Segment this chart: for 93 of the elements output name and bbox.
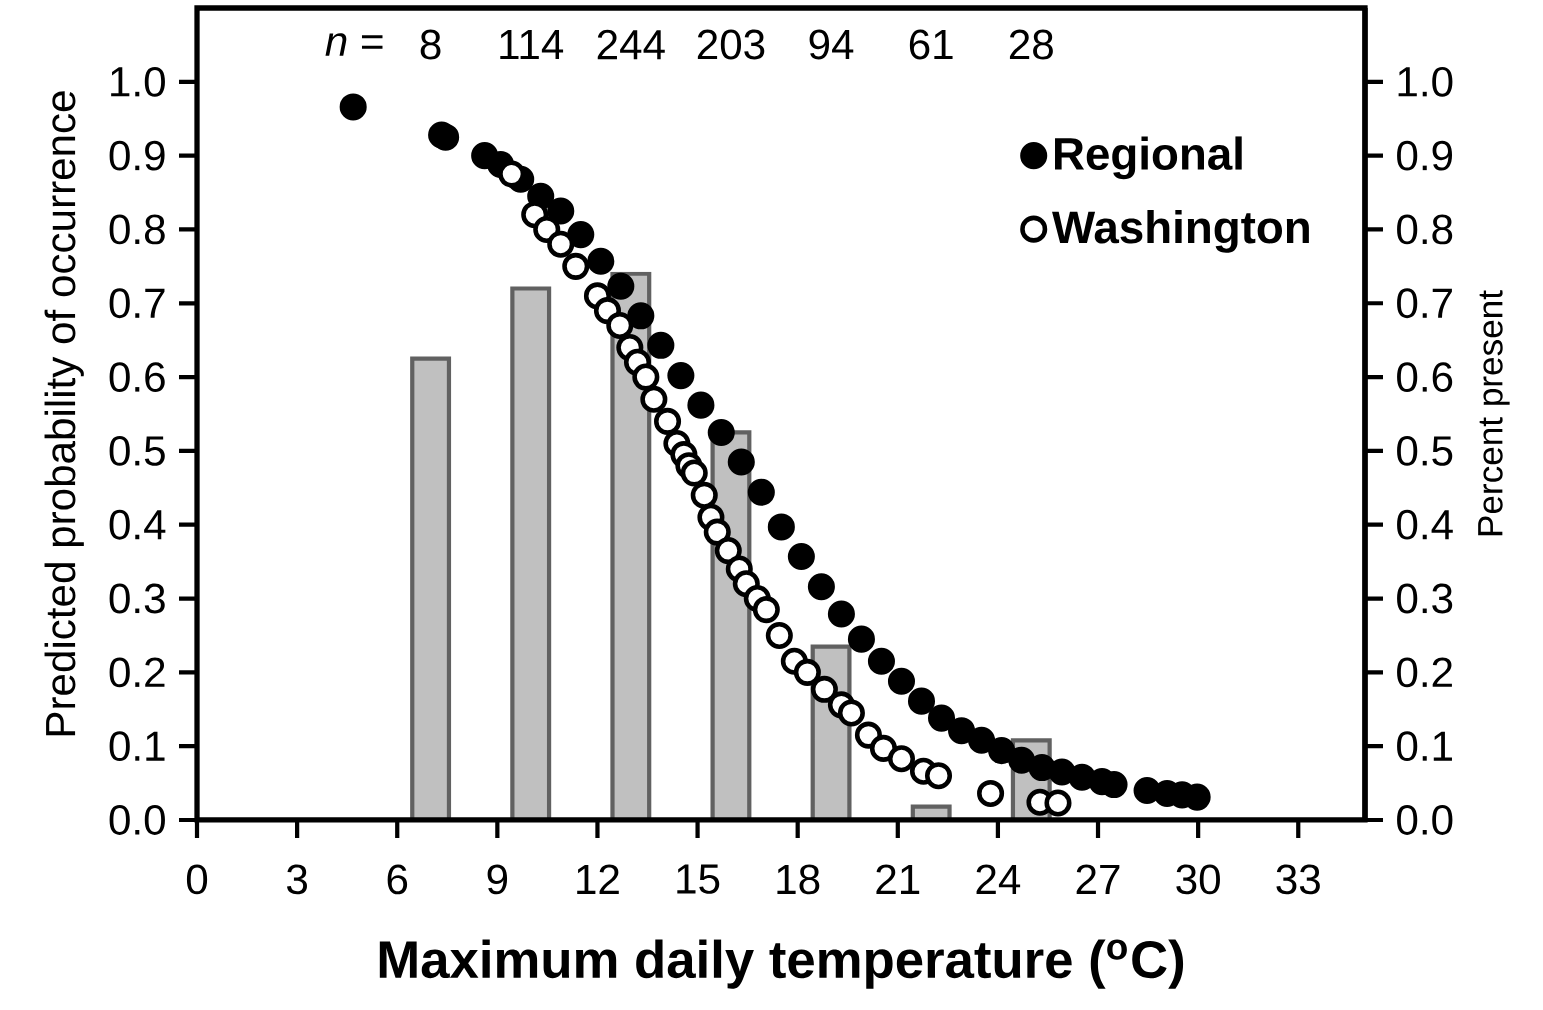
- point: [607, 272, 635, 300]
- point: [647, 331, 675, 359]
- point: [807, 573, 835, 601]
- point: [727, 448, 755, 476]
- point: [707, 418, 735, 446]
- point: [632, 363, 660, 391]
- y2-tick-label: 0.8: [1397, 214, 1453, 245]
- point: [765, 621, 793, 649]
- y2-tick-label: 0.1: [1397, 731, 1452, 762]
- point: [627, 302, 655, 330]
- point: [747, 478, 775, 506]
- x-tick-label: 6: [387, 864, 408, 895]
- point: [867, 647, 895, 675]
- point: [752, 596, 780, 624]
- annotation: n =: [325, 33, 383, 56]
- y2-tick-label: 0.4: [1397, 509, 1453, 540]
- annotation: 203: [697, 29, 765, 60]
- y-tick-label: 0.7: [109, 288, 165, 319]
- annotation: 8: [420, 29, 441, 60]
- y2-tick-label: 0.3: [1397, 583, 1453, 614]
- y2-tick-label: 0.0: [1397, 805, 1453, 835]
- point: [927, 704, 956, 732]
- point: [690, 481, 718, 509]
- y2-tick-label: 0.5: [1397, 435, 1453, 466]
- point: [907, 687, 936, 715]
- point: [498, 160, 526, 188]
- point: [968, 726, 996, 754]
- y-tick-label: 1.0: [111, 66, 165, 97]
- annotation: 114: [500, 30, 564, 60]
- point: [767, 513, 795, 541]
- point: [562, 252, 590, 280]
- y-axis-title: Predicted probability of occurrence: [44, 91, 84, 736]
- x-tick-label: 24: [976, 864, 1021, 894]
- x-tick-label: 30: [1176, 864, 1220, 895]
- x-tick-label: 3: [286, 864, 307, 895]
- point: [847, 625, 875, 653]
- point: [714, 537, 742, 565]
- y-tick-label: 0.6: [109, 362, 165, 392]
- point: [787, 542, 815, 570]
- y2-tick-label: 0.2: [1397, 657, 1452, 688]
- y-tick-label: 0.2: [109, 657, 165, 688]
- annotation: 28: [1009, 29, 1053, 60]
- y-tick-label: 0.3: [109, 583, 165, 614]
- y2-tick-label: 0.9: [1397, 140, 1453, 171]
- point: [667, 362, 695, 390]
- x-tick-label: 33: [1276, 864, 1320, 895]
- point: [680, 459, 708, 487]
- y2-tick-label: 0.6: [1397, 362, 1453, 392]
- x-tick-label: 12: [577, 864, 619, 894]
- y-tick-label: 0.0: [109, 805, 165, 835]
- x-tick-label: 27: [1076, 864, 1120, 894]
- point: [567, 221, 595, 249]
- point: [587, 247, 615, 275]
- point: [606, 311, 634, 339]
- point: [339, 93, 367, 121]
- point: [837, 699, 865, 727]
- point: [1008, 746, 1036, 774]
- y-tick-label: 0.8: [109, 214, 165, 245]
- point: [640, 385, 668, 413]
- annotation: 61: [909, 29, 953, 60]
- point: [869, 734, 897, 762]
- point: [827, 600, 855, 628]
- point: [887, 745, 916, 773]
- point: [887, 667, 916, 695]
- y-tick-label: 0.5: [109, 435, 165, 466]
- point: [687, 391, 715, 419]
- y2-tick-label: 0.7: [1397, 288, 1452, 319]
- point: [924, 762, 953, 790]
- legend-label: Regional: [1055, 136, 1242, 180]
- annotation: 244: [597, 29, 665, 60]
- y-tick-label: 0.4: [109, 509, 166, 540]
- x-tick-label: 0: [186, 864, 208, 895]
- y2-axis-title: Percent present: [1478, 290, 1510, 536]
- point: [977, 779, 1005, 807]
- x-tick-label: 18: [777, 864, 820, 895]
- x-tick-label: 15: [677, 864, 720, 894]
- point: [810, 675, 838, 703]
- x-tick-label: 9: [487, 864, 508, 895]
- annotation: 94: [809, 29, 854, 60]
- point: [703, 518, 731, 546]
- point: [988, 737, 1016, 765]
- point: [547, 230, 575, 258]
- point: [793, 658, 821, 686]
- x-axis-title: Maximum daily temperature ($^{o}$C): [379, 939, 1184, 989]
- y-tick-label: 0.9: [109, 140, 165, 171]
- point: [948, 717, 976, 745]
- point: [547, 197, 575, 225]
- y-tick-label: 0.1: [109, 731, 165, 762]
- y2-tick-label: 1.0: [1398, 66, 1453, 97]
- point: [1044, 789, 1072, 817]
- legend-label: Washington: [1052, 209, 1309, 253]
- x-tick-label: 21: [876, 864, 920, 894]
- point: [654, 407, 682, 435]
